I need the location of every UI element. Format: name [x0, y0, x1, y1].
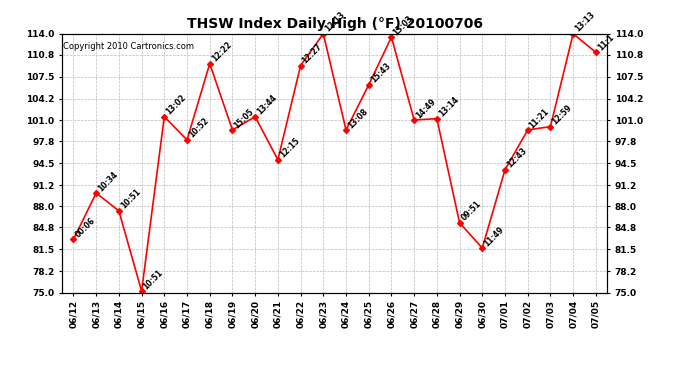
Text: 12:15: 12:15	[278, 136, 302, 160]
Text: 11:21: 11:21	[528, 106, 551, 130]
Text: 10:51: 10:51	[119, 188, 142, 211]
Text: 13:14: 13:14	[437, 95, 460, 118]
Text: 12:22: 12:22	[210, 40, 233, 64]
Text: 09:51: 09:51	[460, 200, 483, 223]
Text: 13:03: 13:03	[391, 13, 415, 37]
Text: Copyright 2010 Cartronics.com: Copyright 2010 Cartronics.com	[63, 42, 194, 51]
Text: 13:44: 13:44	[255, 93, 279, 117]
Text: 14:49: 14:49	[414, 97, 437, 120]
Text: 11:49: 11:49	[482, 225, 506, 248]
Text: 15:05: 15:05	[233, 107, 256, 130]
Text: 13:13: 13:13	[573, 10, 597, 34]
Text: 12:27: 12:27	[301, 42, 324, 66]
Text: 13:08: 13:08	[346, 106, 370, 130]
Text: 10:51: 10:51	[141, 268, 165, 291]
Title: THSW Index Daily High (°F) 20100706: THSW Index Daily High (°F) 20100706	[187, 17, 482, 31]
Text: 00:06: 00:06	[73, 216, 97, 239]
Text: 12:59: 12:59	[551, 103, 574, 127]
Text: 10:34: 10:34	[96, 170, 119, 193]
Text: 13:02: 13:02	[164, 93, 188, 117]
Text: 11:1: 11:1	[596, 33, 615, 53]
Text: 12:13: 12:13	[324, 10, 346, 34]
Text: 10:52: 10:52	[187, 117, 210, 140]
Text: 12:43: 12:43	[505, 146, 529, 170]
Text: 15:43: 15:43	[368, 62, 392, 85]
